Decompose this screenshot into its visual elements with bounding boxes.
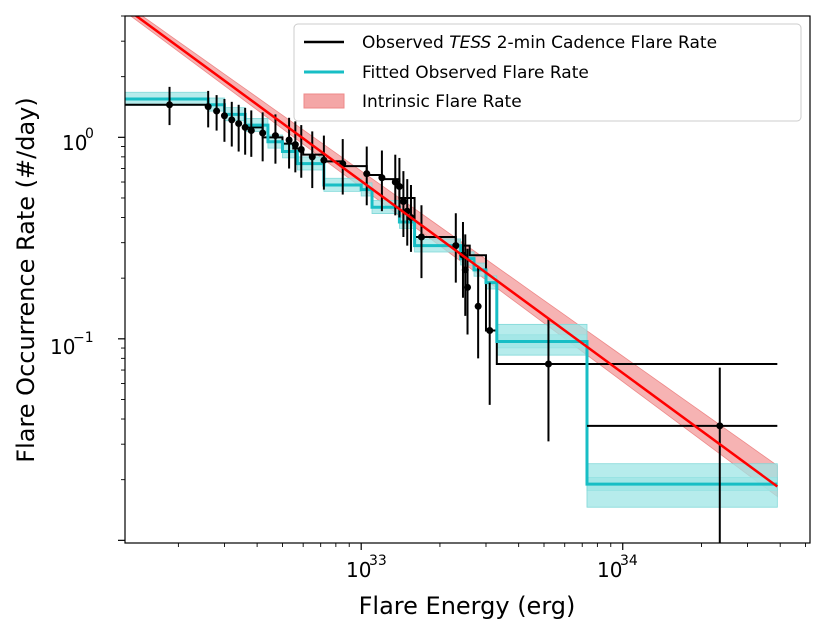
axis-ticks <box>118 15 806 550</box>
observed-point <box>271 132 279 140</box>
y-axis-label: Flare Occurrence Rate (#/day) <box>12 97 40 462</box>
y-tick-base-1e0: 10 <box>62 131 87 155</box>
observed-point <box>235 120 243 128</box>
observed-point <box>241 123 249 131</box>
observed-point <box>220 112 228 120</box>
observed-point <box>464 283 472 291</box>
x-tick-exp-1e33: 33 <box>369 553 387 569</box>
observed-point <box>391 178 399 186</box>
plot-area <box>125 16 779 543</box>
x-tick-label-1e34: 10 34 <box>597 553 638 582</box>
legend-label-intrinsic: Intrinsic Flare Rate <box>362 92 522 112</box>
y-tick-label-1e-1: 10 −1 <box>50 330 94 359</box>
observed-point <box>474 302 482 310</box>
x-tick-label-1e33: 10 33 <box>346 553 387 582</box>
observed-point <box>166 101 174 109</box>
fitted-rate-band-bin <box>496 323 588 356</box>
fitted-rate-band <box>125 91 778 491</box>
observed-point <box>395 183 403 191</box>
observed-point <box>213 107 221 115</box>
x-tick-exp-1e34: 34 <box>620 553 638 569</box>
observed-point <box>204 103 212 111</box>
observed-point <box>363 170 371 178</box>
plot-frame <box>124 15 811 544</box>
observed-point <box>247 127 255 135</box>
x-tick-base-1e33: 10 <box>346 558 371 582</box>
observed-point <box>417 233 425 241</box>
observed-point <box>228 116 236 124</box>
legend-label-fitted: Fitted Observed Flare Rate <box>362 63 589 83</box>
observed-point <box>259 129 267 137</box>
observed-point <box>320 156 328 164</box>
observed-point <box>297 146 305 154</box>
observed-point <box>452 242 460 250</box>
observed-rate-step <box>125 103 778 366</box>
observed-point <box>544 360 552 368</box>
observed-point <box>285 136 293 144</box>
legend-swatch-intrinsic <box>303 93 345 109</box>
x-tick-base-1e34: 10 <box>597 558 622 582</box>
observed-point <box>291 141 299 149</box>
observed-point <box>716 422 724 430</box>
observed-point <box>308 153 316 161</box>
x-axis-label: Flare Energy (erg) <box>359 592 576 620</box>
y-tick-base-1e-1: 10 <box>50 335 75 359</box>
legend-box <box>293 23 802 122</box>
intrinsic-rate-line <box>134 16 779 488</box>
observed-point <box>461 266 469 274</box>
y-tick-exp-1e0: 0 <box>85 126 94 142</box>
legend-label-observed: Observed TESS 2-min Cadence Flare Rate <box>362 33 717 53</box>
y-tick-exp-1e-1: −1 <box>73 330 94 346</box>
y-tick-label-1e0: 10 0 <box>62 126 94 155</box>
observed-point <box>399 198 407 206</box>
observed-point <box>378 174 386 182</box>
legend: Observed TESS 2-min Cadence Flare Rate F… <box>293 23 802 122</box>
observed-point <box>486 326 494 334</box>
